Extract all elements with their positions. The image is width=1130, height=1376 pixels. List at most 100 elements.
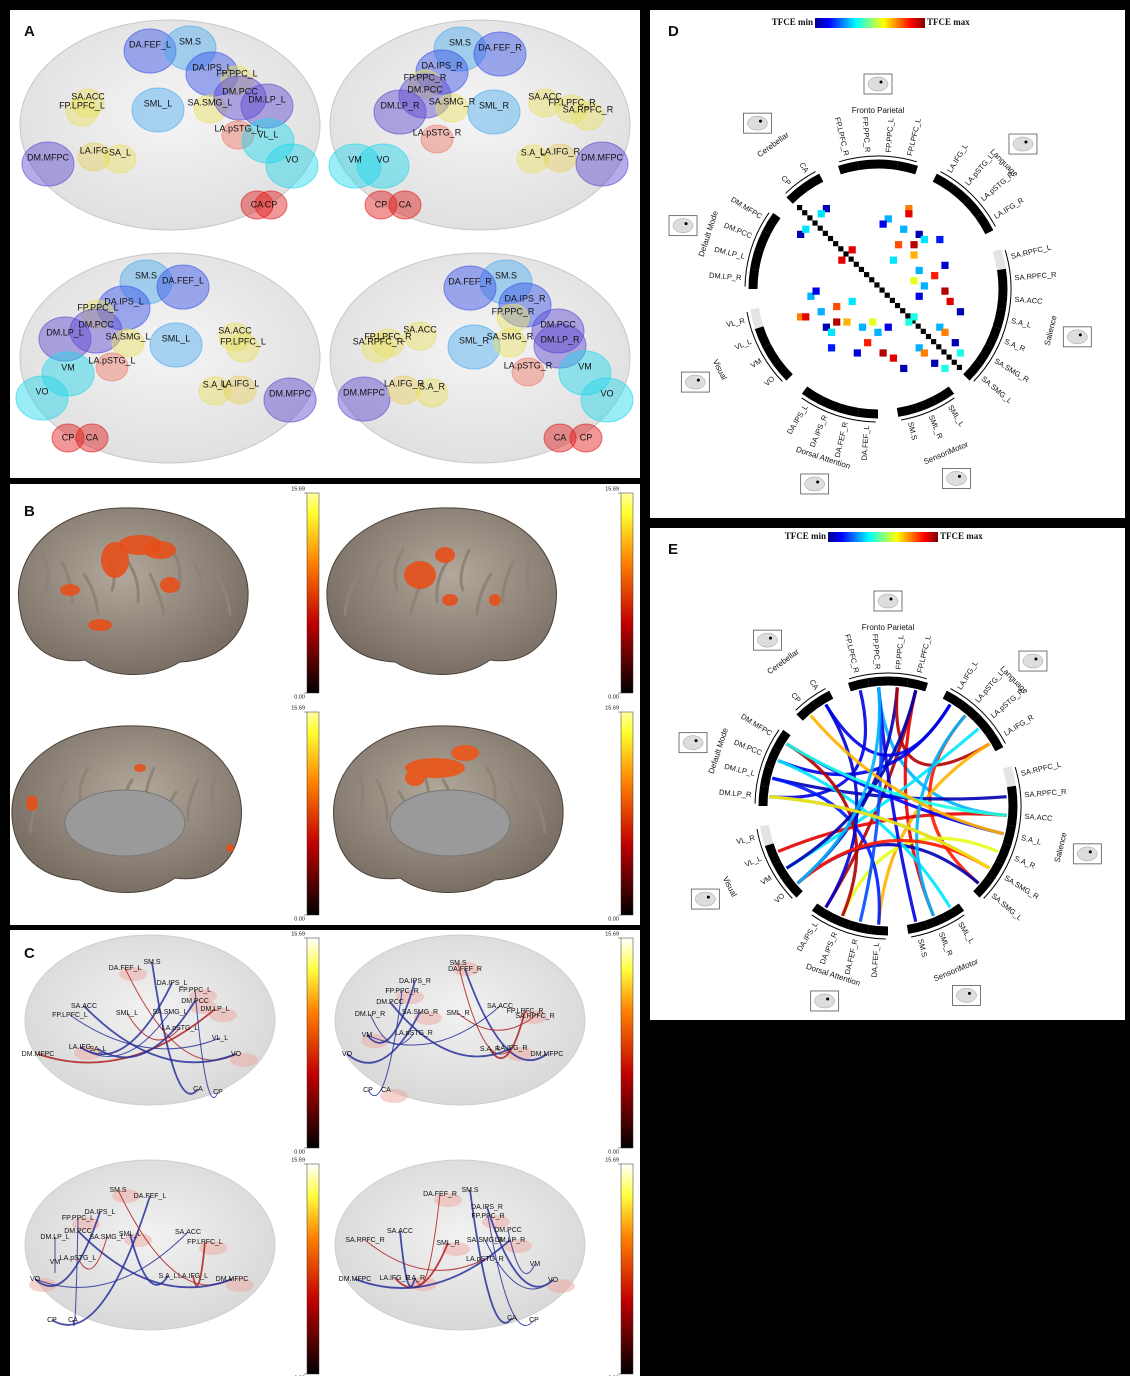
network-icon-dot xyxy=(816,480,819,483)
network-icon-dot xyxy=(697,379,700,382)
node-arc xyxy=(755,250,760,269)
roi-label: LA.IFG_L xyxy=(178,1273,208,1280)
colorbar xyxy=(621,938,633,1148)
roi-label: VL_L xyxy=(212,1035,228,1042)
roi-label: DM.PCC xyxy=(78,319,114,329)
roi-blob xyxy=(157,265,209,309)
network-icon-brain xyxy=(683,736,703,750)
roi-label: FP.LPFC_L xyxy=(59,100,105,110)
activation xyxy=(134,764,146,772)
matrix-cell xyxy=(941,329,948,336)
network-icon-brain xyxy=(1013,137,1033,151)
node-arc xyxy=(1007,767,1012,786)
matrix-cell xyxy=(916,267,923,274)
colorbar xyxy=(307,938,319,1148)
roi-label: DM.LP_L xyxy=(248,94,286,104)
matrix-diagonal xyxy=(797,205,802,210)
activation xyxy=(435,547,455,563)
network-icon-dot xyxy=(1079,333,1082,336)
roi-label: DA.FEF_L xyxy=(162,275,204,285)
matrix-cell xyxy=(936,236,943,243)
network-icon-brain xyxy=(878,594,898,608)
roi-label: DM.LP_L xyxy=(40,1234,69,1241)
roi-label: DA.IPS_R xyxy=(471,1204,503,1211)
network-icon-brain xyxy=(695,892,715,906)
roi-label: SML_L xyxy=(144,98,173,108)
roi-label: FP.LPFC_L xyxy=(187,1239,223,1246)
node-arc xyxy=(888,681,908,683)
roi-label: CA xyxy=(381,1087,391,1094)
matrix-diagonal xyxy=(838,246,843,251)
roi-label: LA.pSTG_L xyxy=(88,355,135,365)
roi-label: SML_R xyxy=(459,335,490,345)
tfce-colorbar xyxy=(828,532,938,542)
colorbar xyxy=(307,1164,319,1374)
matrix-diagonal xyxy=(864,272,869,277)
roi-label: SA.SMG_L xyxy=(89,1234,124,1241)
roi-label: DA.FEF_L xyxy=(109,965,142,972)
node-arc xyxy=(908,925,927,930)
roi-label: DM.LP_R xyxy=(540,334,580,344)
matrix-diagonal xyxy=(926,334,931,339)
matrix-cell xyxy=(900,365,907,372)
matrix-cell xyxy=(921,236,928,243)
colorbar-max-label: TFCE max xyxy=(927,17,970,27)
panel-label: B xyxy=(24,503,35,520)
matrix-diagonal xyxy=(823,231,828,236)
node-arc xyxy=(1011,786,1013,806)
roi-label: SA.ACC xyxy=(175,1229,201,1236)
network-icon-dot xyxy=(958,475,961,478)
roi-label: S.A_L xyxy=(158,1273,177,1280)
network-icon-brain xyxy=(805,477,825,491)
roi-label: DA.FEF_L xyxy=(129,39,171,49)
roi-blob xyxy=(357,144,409,188)
roi-label: SM.S xyxy=(109,1187,126,1194)
roi-label: CA xyxy=(399,199,412,209)
roi-label: DA.FEF_R xyxy=(448,276,492,286)
roi-label: FP.LPFC_L xyxy=(52,1012,88,1019)
colorbar-tick-label: 15.69 xyxy=(605,705,619,711)
roi-blob xyxy=(338,377,390,421)
roi-label: FP.PPC_L xyxy=(216,68,257,78)
roi-label: FP.PPC_L xyxy=(62,1215,94,1222)
roi-label: SA.SMG_L xyxy=(187,97,232,107)
matrix-cell xyxy=(828,344,835,351)
roi-label: CA xyxy=(193,1086,203,1093)
roi-label: DM.PCC xyxy=(540,319,576,329)
roi-label: LA.pSTG_L xyxy=(214,123,261,133)
cortex-surface xyxy=(327,508,557,675)
roi-label: VM xyxy=(578,361,592,371)
matrix-cell xyxy=(890,257,897,264)
matrix-diagonal xyxy=(802,210,807,215)
roi-label: FP.PPC_L xyxy=(77,302,118,312)
roi-label: SA.SMG_R xyxy=(429,96,476,106)
roi-label: CA xyxy=(251,199,264,209)
roi-label: DM.MFPC xyxy=(22,1051,55,1058)
node-arc xyxy=(1001,289,1003,309)
roi-label: VO xyxy=(285,154,298,164)
panel-label: E xyxy=(668,541,678,558)
matrix-diagonal xyxy=(818,226,823,231)
colorbar-max-label: TFCE max xyxy=(940,531,983,541)
roi-label: LA.pSTG_L xyxy=(60,1255,97,1262)
roi-blob xyxy=(266,144,318,188)
roi-label: LA.pSTG_R xyxy=(395,1030,433,1037)
node-arc xyxy=(898,408,917,413)
colorbar-tick-label: 0.00 xyxy=(608,916,619,922)
matrix-cell xyxy=(921,349,928,356)
roi-label: SML_R xyxy=(446,1010,469,1017)
network-icon-dot xyxy=(826,997,829,1000)
matrix-diagonal xyxy=(895,303,900,308)
roi-label: SA.SMG_R xyxy=(402,1009,438,1016)
roi-label: DM.MFPC xyxy=(531,1051,564,1058)
roi-label: DM.PCC xyxy=(494,1227,522,1234)
matrix-diagonal xyxy=(880,288,885,293)
node-arc xyxy=(849,925,868,930)
matrix-cell xyxy=(818,308,825,315)
network-label: Fronto Parietal xyxy=(862,623,915,632)
matrix-diagonal xyxy=(849,257,854,262)
roi-blob xyxy=(150,323,202,367)
matrix-diagonal xyxy=(931,339,936,344)
network-icon-brain xyxy=(868,77,888,91)
node-arc xyxy=(1011,806,1013,826)
